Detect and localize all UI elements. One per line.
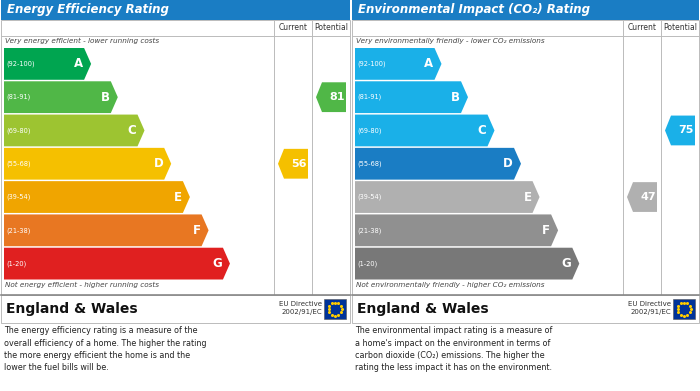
Polygon shape <box>355 248 580 280</box>
Text: (55-68): (55-68) <box>357 160 382 167</box>
Text: F: F <box>542 224 550 237</box>
Text: Current: Current <box>627 23 657 32</box>
Text: F: F <box>193 224 201 237</box>
Text: EU Directive
2002/91/EC: EU Directive 2002/91/EC <box>279 301 322 315</box>
Text: Not environmentally friendly - higher CO₂ emissions: Not environmentally friendly - higher CO… <box>356 282 545 288</box>
Polygon shape <box>278 149 308 179</box>
Text: A: A <box>74 57 83 70</box>
Polygon shape <box>316 82 346 112</box>
Text: (55-68): (55-68) <box>6 160 31 167</box>
Polygon shape <box>4 81 118 113</box>
Polygon shape <box>4 214 209 246</box>
Text: (92-100): (92-100) <box>357 61 386 67</box>
Text: Potential: Potential <box>314 23 348 32</box>
Text: (81-91): (81-91) <box>357 94 382 100</box>
Text: B: B <box>101 91 110 104</box>
Text: Current: Current <box>279 23 307 32</box>
Text: 81: 81 <box>329 92 344 102</box>
Polygon shape <box>4 115 144 146</box>
Polygon shape <box>4 248 230 280</box>
Text: D: D <box>503 157 513 170</box>
Text: Environmental Impact (CO₂) Rating: Environmental Impact (CO₂) Rating <box>358 4 590 16</box>
Text: E: E <box>174 190 182 204</box>
Polygon shape <box>665 116 695 145</box>
Polygon shape <box>627 182 657 212</box>
Polygon shape <box>355 115 494 146</box>
Text: Energy Efficiency Rating: Energy Efficiency Rating <box>7 4 169 16</box>
Bar <box>1 20 350 295</box>
Polygon shape <box>355 214 558 246</box>
Text: Very environmentally friendly - lower CO₂ emissions: Very environmentally friendly - lower CO… <box>356 38 545 44</box>
Text: Very energy efficient - lower running costs: Very energy efficient - lower running co… <box>5 38 159 44</box>
Text: E: E <box>524 190 531 204</box>
Polygon shape <box>355 148 521 179</box>
Bar <box>352 20 699 295</box>
Bar <box>324 299 346 319</box>
Polygon shape <box>4 181 190 213</box>
Text: C: C <box>127 124 136 137</box>
Bar <box>673 299 695 319</box>
Text: Potential: Potential <box>663 23 697 32</box>
Polygon shape <box>355 81 468 113</box>
Text: (39-54): (39-54) <box>6 194 30 200</box>
Text: A: A <box>424 57 433 70</box>
Text: (39-54): (39-54) <box>357 194 382 200</box>
Text: England & Wales: England & Wales <box>6 302 138 316</box>
Text: D: D <box>153 157 163 170</box>
Text: B: B <box>451 91 460 104</box>
Text: The energy efficiency rating is a measure of the
overall efficiency of a home. T: The energy efficiency rating is a measur… <box>4 326 206 373</box>
Polygon shape <box>4 148 171 179</box>
Text: C: C <box>477 124 486 137</box>
Text: (69-80): (69-80) <box>6 127 31 134</box>
Polygon shape <box>4 48 91 80</box>
Text: (21-38): (21-38) <box>6 227 30 233</box>
Bar <box>352 0 699 20</box>
Text: G: G <box>561 257 571 270</box>
Text: 56: 56 <box>291 159 307 169</box>
Text: 75: 75 <box>678 126 694 135</box>
Text: (1-20): (1-20) <box>6 260 27 267</box>
Text: England & Wales: England & Wales <box>357 302 489 316</box>
Text: The environmental impact rating is a measure of
a home's impact on the environme: The environmental impact rating is a mea… <box>355 326 552 373</box>
Text: 47: 47 <box>640 192 656 202</box>
Bar <box>1 295 350 323</box>
Polygon shape <box>355 48 442 80</box>
Text: (1-20): (1-20) <box>357 260 377 267</box>
Bar <box>1 0 350 20</box>
Text: (92-100): (92-100) <box>6 61 34 67</box>
Text: (81-91): (81-91) <box>6 94 30 100</box>
Text: (69-80): (69-80) <box>357 127 382 134</box>
Text: EU Directive
2002/91/EC: EU Directive 2002/91/EC <box>628 301 671 315</box>
Bar <box>352 295 699 323</box>
Text: G: G <box>212 257 222 270</box>
Text: (21-38): (21-38) <box>357 227 382 233</box>
Text: Not energy efficient - higher running costs: Not energy efficient - higher running co… <box>5 282 159 288</box>
Polygon shape <box>355 181 540 213</box>
